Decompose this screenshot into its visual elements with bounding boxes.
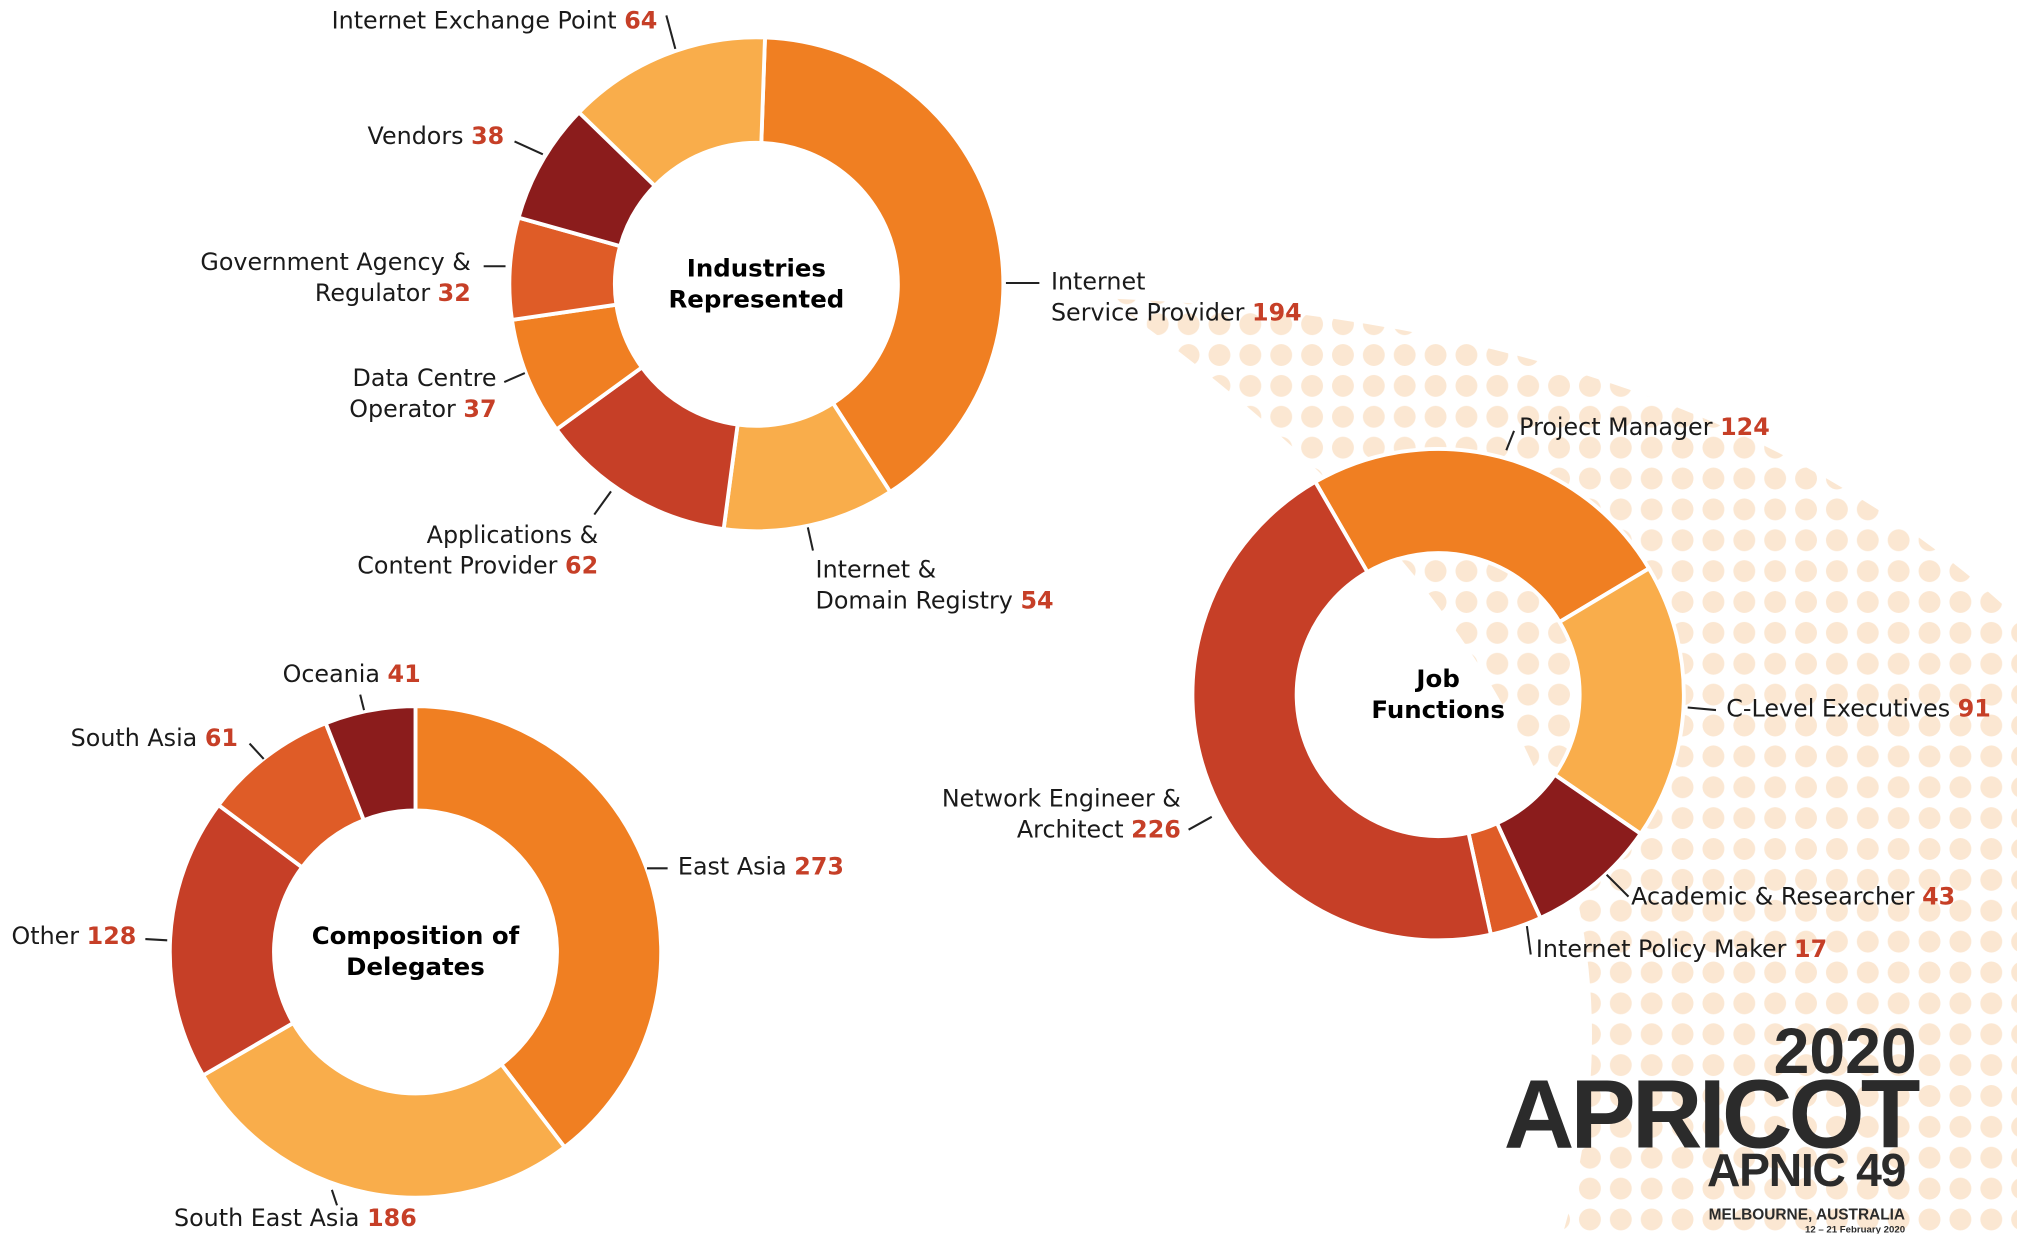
slice-label: Vendors 38 (368, 122, 505, 153)
slice-value: 61 (205, 726, 238, 753)
slice-value: 17 (1794, 936, 1827, 963)
slice-name: Applications & Content Provider (357, 522, 598, 580)
slice-label: Internet Policy Maker 17 (1536, 935, 1827, 966)
slice-label: Academic & Researcher 43 (1631, 882, 1955, 913)
slice-value: 124 (1720, 414, 1770, 441)
slice-name: Vendors (368, 123, 464, 150)
slice-value: 194 (1252, 300, 1302, 327)
leader-line (515, 141, 543, 154)
slice-label: Internet Service Provider 194 (1051, 268, 1302, 330)
slice-value: 54 (1020, 588, 1053, 615)
slice-value: 64 (624, 8, 657, 35)
slice-label: Data Centre Operator 37 (349, 364, 496, 426)
donut-title: Job Functions (1371, 664, 1505, 726)
slice-name: Internet Exchange Point (332, 8, 617, 35)
slice-label: East Asia 273 (678, 853, 844, 884)
slice-name: Internet Service Provider (1051, 269, 1244, 327)
slice-label: Other 128 (12, 922, 137, 953)
slice-name: Government Agency & Regulator (200, 250, 470, 308)
slice-name: South Asia (71, 726, 198, 753)
slice-value: 273 (794, 854, 844, 881)
slice-value: 37 (463, 396, 496, 423)
slice-name: C-Level Executives (1726, 696, 1950, 723)
leader-line (666, 15, 675, 48)
slice-value: 41 (388, 661, 421, 688)
slice-label: C-Level Executives 91 (1726, 695, 1991, 726)
leader-line (808, 527, 813, 550)
leader-line (360, 695, 364, 710)
slice-label: Applications & Content Provider 62 (357, 521, 598, 583)
slice-value: 32 (438, 280, 471, 307)
leader-line (250, 744, 264, 759)
slice-label: Network Engineer & Architect 226 (942, 785, 1181, 847)
slice-name: Oceania (283, 661, 380, 688)
slice-value: 226 (1131, 817, 1181, 844)
donut-slice (203, 1023, 564, 1198)
slice-value: 38 (471, 123, 504, 150)
donut-title: Industries Represented (668, 253, 844, 315)
page: 2020 APRICOT APNIC 49 MELBOURNE, AUSTRAL… (0, 0, 2017, 1234)
slice-name: Internet & Domain Registry (816, 557, 1013, 615)
slice-name: East Asia (678, 854, 787, 881)
logo-dates: 12 – 21 February 2020 (1805, 1224, 1905, 1233)
leader-line (145, 939, 167, 940)
slice-name: Academic & Researcher (1631, 884, 1914, 911)
slice-name: South East Asia (174, 1205, 360, 1232)
slice-name: Internet Policy Maker (1536, 936, 1787, 963)
slice-label: Government Agency & Regulator 32 (200, 248, 470, 310)
leader-line (594, 491, 611, 514)
slice-label: Internet & Domain Registry 54 (816, 556, 1054, 618)
leader-line (332, 1190, 337, 1205)
slice-value: 43 (1922, 884, 1955, 911)
slice-label: Internet Exchange Point 64 (332, 6, 658, 37)
leader-line (504, 373, 525, 382)
slice-value: 186 (367, 1205, 417, 1232)
slice-label: Project Manager 124 (1519, 413, 1770, 444)
leader-line (1189, 817, 1212, 830)
slice-value: 128 (87, 924, 137, 951)
slice-name: Other (12, 924, 80, 951)
donut-title: Composition of Delegates (312, 921, 520, 983)
slice-label: South Asia 61 (71, 724, 238, 755)
leader-line (1527, 926, 1531, 954)
slice-label: Oceania 41 (283, 660, 421, 691)
slice-value: 62 (565, 553, 598, 580)
logo-sub: APNIC 49 (1707, 1144, 1906, 1196)
slice-name: Project Manager (1519, 414, 1712, 441)
logo-location: MELBOURNE, AUSTRALIA (1709, 1206, 1905, 1223)
slice-value: 91 (1958, 696, 1991, 723)
slice-label: South East Asia 186 (174, 1204, 417, 1235)
